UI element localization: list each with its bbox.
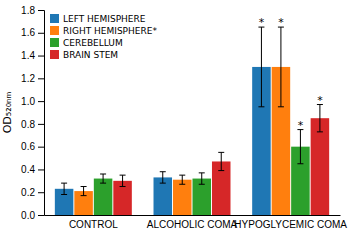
- tick-mark: [38, 10, 44, 11]
- y-tick: 1.0: [21, 96, 44, 107]
- y-tick: 0.6: [21, 141, 44, 152]
- tick-label: 0.4: [21, 164, 35, 175]
- y-tick: 0.2: [21, 187, 44, 198]
- y-tick: 1.8: [21, 5, 44, 16]
- annotation: *: [298, 119, 304, 132]
- tick-mark: [38, 147, 44, 148]
- legend-item: RIGHT HEMISPHERE*: [50, 26, 157, 36]
- tick-label: 1.6: [21, 27, 35, 38]
- series: [94, 130, 310, 215]
- error-bar: [297, 130, 303, 164]
- legend-label: CEREBELLUM: [63, 38, 123, 48]
- tick-label: 1.2: [21, 73, 35, 84]
- chart: 0.0 0.2 0.4 0.6 0.8 1.0 1.2 1.4 1.6 1.8 CONTROL ALC…: [0, 0, 350, 237]
- legend-item: BRAIN STEM: [50, 50, 118, 60]
- x-axis: CONTROL ALCOHOLIC COMAHYPOGLYCEMIC COMA: [45, 215, 348, 230]
- axis-line: [38, 11, 45, 216]
- legend-swatch: [50, 26, 59, 35]
- bar: [173, 180, 192, 215]
- bars: [55, 27, 329, 215]
- axis-line: [45, 215, 341, 216]
- y-tick: 0.8: [21, 119, 44, 130]
- legend-label: RIGHT HEMISPHERE*: [63, 26, 157, 36]
- tick-mark: [38, 169, 44, 170]
- error-bar: [100, 174, 106, 183]
- error-bar: [179, 175, 185, 184]
- plot: 0.0 0.2 0.4 0.6 0.8 1.0 1.2 1.4 1.6 1.8 CONTROL ALC…: [1, 5, 347, 230]
- tick-label: 0.8: [21, 119, 35, 130]
- y-tick: 0.0: [21, 210, 44, 221]
- tick-label: 0.0: [21, 210, 35, 221]
- error-bar: [278, 27, 284, 107]
- series: [113, 105, 329, 215]
- tick-mark: [38, 56, 44, 57]
- y-tick: 0.4: [21, 164, 44, 175]
- y-label: OD₅₂₀ₙₘ: [1, 92, 14, 134]
- y-tick: 1.4: [21, 50, 44, 61]
- tick-mark: [38, 124, 44, 125]
- tick-label: 0.6: [21, 141, 35, 152]
- y-axis: 0.0 0.2 0.4 0.6 0.8 1.0 1.2 1.4 1.6 1.8: [21, 5, 44, 221]
- y-tick: 1.6: [21, 27, 44, 38]
- tick-label: 0.2: [21, 187, 35, 198]
- tick-label: HYPOGLYCEMIC COMA: [234, 219, 347, 230]
- bar: [311, 118, 330, 215]
- bar: [94, 179, 113, 215]
- legend-swatch: [50, 50, 59, 59]
- error-bar: [160, 172, 166, 183]
- x-tick: ALCOHOLIC COMA: [147, 215, 238, 230]
- legend-label: BRAIN STEM: [63, 50, 118, 60]
- error-bar: [61, 183, 67, 194]
- x-tick: HYPOGLYCEMIC COMA: [234, 215, 347, 230]
- y-tick: 1.2: [21, 73, 44, 84]
- tick-mark: [38, 101, 44, 102]
- tick-label: 1.4: [21, 50, 35, 61]
- error-bar: [81, 187, 87, 196]
- tick-mark: [38, 78, 44, 79]
- tick-mark: [38, 215, 44, 216]
- legend-label: LEFT HEMISPHERE: [63, 14, 146, 24]
- legend-item: CEREBELLUM: [50, 38, 123, 48]
- annotations: * * * *: [259, 16, 323, 132]
- legend-swatch: [50, 38, 59, 47]
- tick-mark: [38, 33, 44, 34]
- error-bar: [120, 175, 126, 186]
- tick-label: ALCOHOLIC COMA: [147, 219, 238, 230]
- legend-item: LEFT HEMISPHERE: [50, 14, 146, 24]
- legend: LEFT HEMISPHERE RIGHT HEMISPHERE* CEREBELL…: [50, 14, 157, 60]
- tick-mark: [38, 192, 44, 193]
- error-bar: [218, 152, 224, 170]
- annotation: *: [259, 16, 265, 29]
- tick-label: 1.8: [21, 5, 35, 16]
- error-bar: [317, 105, 323, 132]
- x-tick: CONTROL: [69, 215, 118, 230]
- error-bar: [199, 173, 205, 184]
- annotation: *: [317, 94, 323, 107]
- error-bar: [258, 27, 264, 107]
- tick-label: 1.0: [21, 96, 35, 107]
- series: [55, 27, 271, 215]
- legend-swatch: [50, 14, 59, 23]
- tick-label: CONTROL: [69, 219, 118, 230]
- annotation: *: [278, 16, 284, 29]
